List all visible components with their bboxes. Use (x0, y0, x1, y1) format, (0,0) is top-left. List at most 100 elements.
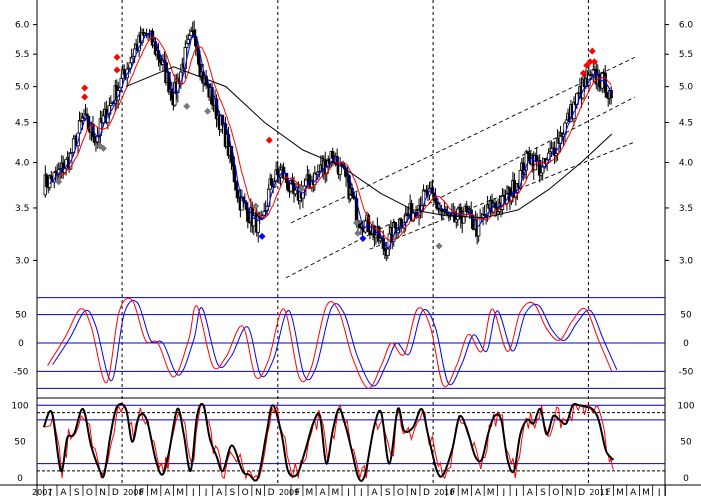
sell-signal-marker (265, 136, 273, 144)
price-candle-body (393, 222, 397, 229)
price-candle-body (307, 174, 311, 184)
month-tick-label: A (216, 488, 223, 496)
month-tick-label: M (642, 488, 650, 496)
price-tick-label-left: 3.5 (15, 204, 29, 214)
year-tick-label: 2007 (32, 488, 52, 496)
neutral-signal-marker (183, 102, 191, 110)
price-candle-body (564, 119, 569, 124)
month-tick-label: F (139, 488, 144, 496)
month-tick-label: O (397, 488, 404, 496)
price-tick-label-right: 3.0 (679, 256, 694, 266)
oscillator-tick-label-right: -50 (679, 367, 694, 377)
price-candle-body (293, 189, 298, 195)
long-moving-average-line (125, 66, 613, 219)
chart-grid-layer (36, 0, 666, 496)
month-tick-label: M (150, 488, 158, 496)
year-tick-label: 2011 (589, 488, 609, 496)
sell-signal-marker (113, 66, 121, 74)
price-candle-body (435, 201, 439, 209)
month-tick-label: S (230, 488, 236, 496)
price-tick-label-left: 5.5 (15, 50, 29, 60)
buy-signal-marker (258, 232, 266, 240)
price-candle-body (231, 161, 235, 167)
month-tick-label: D (423, 488, 430, 496)
stochastic-tick-label-left: 100 (11, 401, 28, 411)
price-candle-body (49, 175, 53, 180)
month-tick-label: S (74, 488, 80, 496)
month-tick-label: N (566, 488, 573, 496)
neutral-signal-marker (252, 202, 260, 210)
price-candle-body (493, 202, 497, 208)
price-tick-label-left: 6.0 (15, 21, 30, 31)
month-tick-label: M (331, 488, 339, 496)
stochastic-red-line (44, 403, 614, 481)
trend-channel-line (285, 96, 635, 279)
price-candle-body (45, 174, 49, 188)
stochastic-black-line (42, 402, 615, 482)
month-tick-label: A (630, 488, 637, 496)
price-candle-body (286, 182, 290, 191)
price-candle-body (290, 180, 295, 184)
month-tick-label: A (475, 488, 482, 496)
price-candle-body (465, 205, 469, 212)
oscillator-tick-label-left: 50 (15, 311, 27, 321)
sell-signal-marker (590, 58, 598, 66)
sell-signal-marker (583, 62, 591, 70)
price-candle-body (186, 38, 190, 44)
price-candle-body (185, 42, 189, 48)
neutral-signal-marker (297, 185, 305, 193)
month-tick-label: J (191, 488, 195, 496)
price-tick-label-left: 4.5 (15, 118, 29, 128)
price-tick-label-right: 4.0 (679, 159, 694, 169)
price-candle-body (331, 151, 335, 159)
month-tick-label: J (204, 488, 208, 496)
month-tick-label: N (410, 488, 417, 496)
month-tick-label: F (606, 488, 611, 496)
price-candle-body (129, 57, 134, 64)
stochastic-tick-label-left: 0 (17, 474, 23, 484)
month-tick-label: F (295, 488, 300, 496)
month-tick-label: O (242, 488, 249, 496)
price-tick-label-left: 5.0 (15, 83, 30, 93)
sell-signal-marker (81, 84, 89, 92)
month-tick-label: S (385, 488, 391, 496)
price-tick-label-right: 5.0 (679, 83, 694, 93)
month-tick-label: M (306, 488, 314, 496)
month-tick-label: N (99, 488, 106, 496)
sell-signal-marker (113, 53, 121, 61)
year-tick-label: 2008 (123, 488, 143, 496)
month-tick-label: J (48, 488, 52, 496)
month-tick-label: D (268, 488, 275, 496)
neutral-signal-marker (354, 229, 362, 237)
price-tick-label-right: 4.5 (679, 118, 693, 128)
month-tick-label: A (371, 488, 378, 496)
stochastic-tick-label-right: 100 (677, 401, 694, 411)
mid-moving-average-line (59, 36, 612, 241)
year-tick-label: 2009 (279, 488, 299, 496)
price-candle-body (399, 218, 403, 228)
stochastic-tick-label-left: 50 (14, 438, 26, 448)
sell-signal-marker (586, 58, 594, 66)
stochastic-tick-label-right: 0 (683, 474, 689, 484)
month-tick-label: J (346, 488, 350, 496)
sell-signal-marker (588, 47, 596, 55)
month-tick-label: F (450, 488, 455, 496)
price-tick-label-left: 4.0 (15, 159, 30, 169)
price-panel: 3.0 3.0 3.5 3.5 4.0 4.0 4.5 4.5 5.0 5.0 5.5 5.5 6.0 6… (15, 20, 694, 279)
sell-signal-marker (81, 93, 89, 101)
price-candle-body (246, 209, 250, 222)
month-tick-label: A (527, 488, 534, 496)
bottom-oscillator-panel: 100 100 50 50 0 0 (11, 397, 695, 484)
month-tick-label: M (616, 488, 624, 496)
trend-channel-line (290, 56, 635, 224)
month-tick-label: J (514, 488, 518, 496)
price-candle-body (275, 169, 280, 176)
month-tick-label: M (461, 488, 469, 496)
month-tick-label: D (112, 488, 119, 496)
month-tick-label: M (176, 488, 184, 496)
month-tick-label: S (540, 488, 546, 496)
price-tick-label-left: 3.0 (15, 256, 30, 266)
